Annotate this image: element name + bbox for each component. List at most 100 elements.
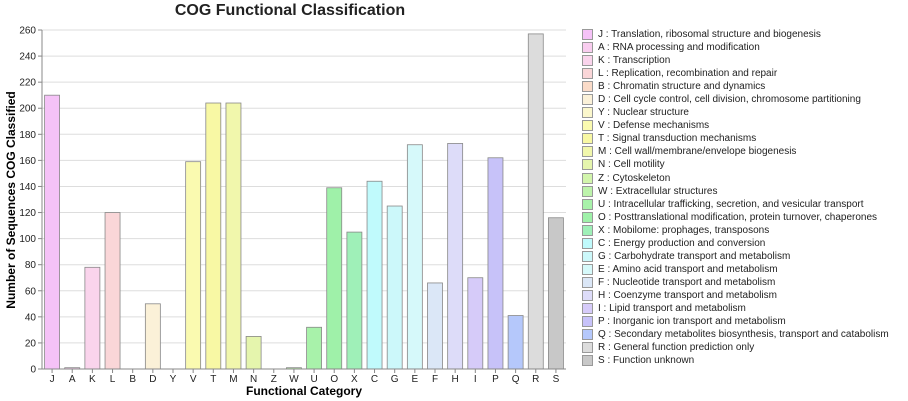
bar-D [144,303,161,370]
legend-swatch [582,29,593,41]
legend-swatch [582,68,593,80]
legend-label: R : General function prediction only [598,342,755,354]
legend-label: L : Replication, recombination and repai… [598,68,778,80]
legend-label: N : Cell motility [598,159,665,171]
legend-swatch [582,263,593,275]
bar-H [447,143,464,370]
legend-item-W: W : Extracellular structures [582,185,889,198]
chart-title: COG Functional Classification [174,2,406,19]
legend-item-S: S : Function unknown [582,354,889,367]
legend: J : Translation, ribosomal structure and… [582,28,889,367]
legend-item-B: B : Chromatin structure and dynamics [582,80,889,93]
x-tick-label-Q: Q [512,374,520,385]
x-tick-label-B: B [129,374,136,385]
bar-K [84,266,101,370]
axes: 0 20 40 60 80 100 120 140 160 180 200 220 240 260 J A K L… [19,26,566,385]
y-tick-label: 0 [30,365,36,376]
bar-L [104,212,121,370]
legend-label: D : Cell cycle control, cell division, c… [598,94,861,106]
legend-swatch [582,159,593,171]
bar-chart: 0 20 40 60 80 100 120 140 160 180 200 220 240 260 J A K L… [4,26,566,398]
legend-label: J : Translation, ribosomal structure and… [598,29,821,41]
x-tick-label-Z: Z [271,374,277,385]
y-axis-label: Number of Sequences COG Classified [4,91,18,308]
y-tick-label: 80 [25,260,37,271]
legend-swatch [582,289,593,301]
legend-item-K: K : Transcription [582,54,889,67]
legend-label: C : Energy production and conversion [598,237,766,249]
legend-swatch [582,303,593,314]
y-tick-label: 20 [25,338,37,349]
bar-J [44,94,60,370]
legend-swatch [582,55,593,67]
legend-item-R: R : General function prediction only [582,341,889,354]
y-tick-label: 100 [19,234,36,245]
legend-label: P : Inorganic ion transport and metaboli… [598,316,786,328]
bar-M [225,102,242,370]
legend-item-Z: Z : Cytoskeleton [582,172,889,185]
legend-swatch [582,107,593,119]
legend-swatch [582,120,593,132]
bar-N [245,336,262,370]
bar-P [487,157,504,370]
x-tick-label-U: U [310,374,317,385]
legend-item-P: P : Inorganic ion transport and metaboli… [582,315,889,328]
bar-C [366,180,383,370]
legend-swatch [582,172,593,184]
legend-item-U: U : Intracellular trafficking, secretion… [582,198,889,211]
legend-label: A : RNA processing and modification [598,42,760,54]
x-tick-label-R: R [532,374,539,385]
legend-swatch [582,237,593,249]
x-tick-label-E: E [412,374,419,385]
x-tick-label-X: X [351,374,358,385]
legend-swatch [582,250,593,262]
legend-item-J: J : Translation, ribosomal structure and… [582,28,889,41]
legend-item-L: L : Replication, recombination and repai… [582,67,889,80]
legend-label: X : Mobilome: prophages, transposons [598,224,770,236]
x-tick-label-A: A [69,374,76,385]
legend-label: O : Posttranslational modification, prot… [598,211,878,223]
bar-O [326,187,343,370]
legend-item-C: C : Energy production and conversion [582,237,889,250]
y-tick-label: 220 [19,78,36,89]
legend-label: S : Function unknown [598,355,695,367]
legend-item-E: E : Amino acid transport and metabolism [582,263,889,276]
legend-swatch [582,211,593,223]
y-tick-label: 200 [19,104,36,115]
x-tick-label-C: C [371,374,378,385]
y-tick-label: 260 [19,26,36,37]
x-tick-label-N: N [250,374,257,385]
x-tick-label-J: J [50,374,55,385]
legend-label: T : Signal transduction mechanisms [598,133,757,145]
legend-label: Z : Cytoskeleton [598,172,671,184]
legend-item-G: G : Carbohydrate transport and metabolis… [582,250,889,263]
legend-item-D: D : Cell cycle control, cell division, c… [582,93,889,106]
x-tick-label-M: M [229,374,237,385]
x-tick-label-H: H [452,374,459,385]
legend-label: V : Defense mechanisms [598,120,710,132]
legend-label: B : Chromatin structure and dynamics [598,81,766,93]
legend-swatch [582,329,593,341]
y-tick-label: 140 [19,182,36,193]
legend-label: G : Carbohydrate transport and metabolis… [598,250,791,262]
x-tick-label-S: S [553,374,560,385]
y-tick-label: 40 [25,312,37,323]
x-tick-label-L: L [110,374,116,385]
y-tick-label: 160 [19,156,36,167]
legend-item-N: N : Cell motility [582,158,889,171]
x-tick-label-V: V [190,374,197,385]
x-tick-label-I: I [474,374,477,385]
x-tick-label-G: G [391,374,399,385]
bar-G [386,205,403,370]
legend-item-V: V : Defense mechanisms [582,119,889,132]
bar-V [185,161,202,370]
legend-swatch [582,342,593,354]
bar-I [467,277,484,370]
bar-U [306,326,322,370]
legend-swatch [582,224,593,236]
bar-R [527,33,544,370]
legend-swatch [582,146,593,158]
x-axis-label: Functional Category [246,384,362,398]
legend-swatch [582,276,593,288]
x-tick-label-T: T [210,374,216,385]
